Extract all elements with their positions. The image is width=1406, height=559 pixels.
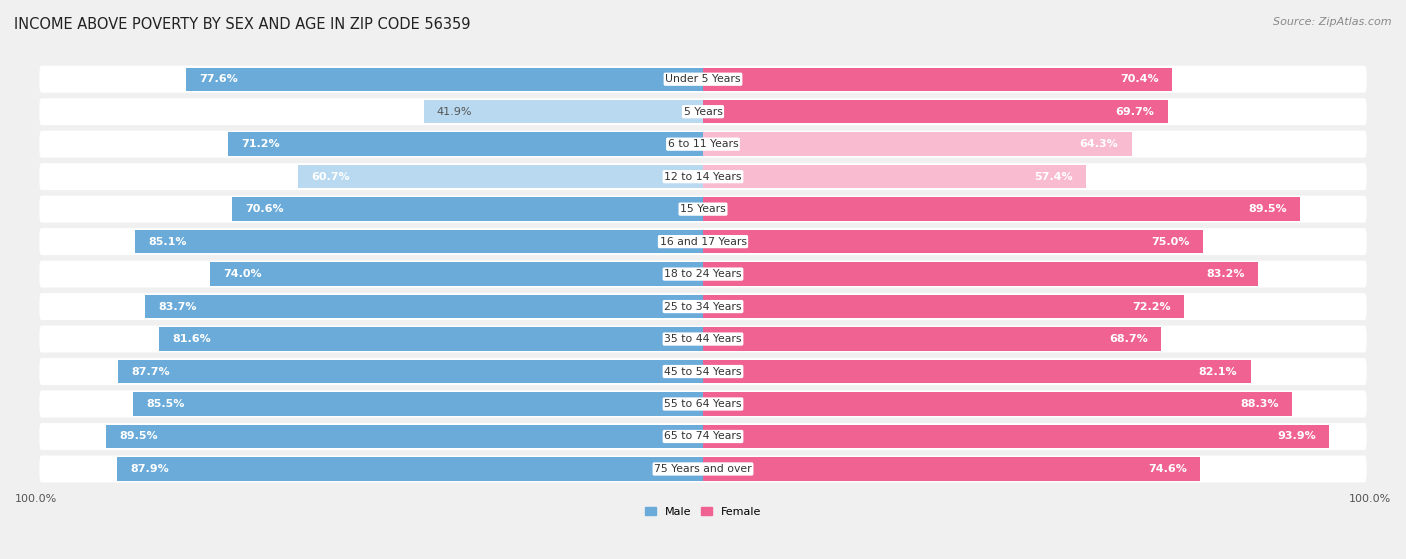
Bar	[703, 197, 1301, 221]
Text: 18 to 24 Years: 18 to 24 Years	[664, 269, 742, 279]
FancyBboxPatch shape	[39, 391, 1367, 418]
Bar	[298, 165, 703, 188]
Bar	[186, 68, 703, 91]
Text: Under 5 Years: Under 5 Years	[665, 74, 741, 84]
Text: 69.7%: 69.7%	[1115, 107, 1154, 117]
Text: 12 to 14 Years: 12 to 14 Years	[664, 172, 742, 182]
Bar	[703, 68, 1173, 91]
Bar	[703, 230, 1204, 253]
Text: 25 to 34 Years: 25 to 34 Years	[664, 301, 742, 311]
Text: 72.2%: 72.2%	[1132, 301, 1171, 311]
Bar	[135, 230, 703, 253]
Bar	[703, 360, 1250, 383]
Text: 65 to 74 Years: 65 to 74 Years	[664, 432, 742, 442]
Bar	[423, 100, 703, 124]
Text: 6 to 11 Years: 6 to 11 Years	[668, 139, 738, 149]
Text: 70.4%: 70.4%	[1121, 74, 1159, 84]
Text: 64.3%: 64.3%	[1080, 139, 1118, 149]
Bar	[118, 360, 703, 383]
FancyBboxPatch shape	[39, 98, 1367, 125]
Text: 85.1%: 85.1%	[149, 236, 187, 247]
Bar	[703, 165, 1085, 188]
Text: INCOME ABOVE POVERTY BY SEX AND AGE IN ZIP CODE 56359: INCOME ABOVE POVERTY BY SEX AND AGE IN Z…	[14, 17, 471, 32]
FancyBboxPatch shape	[39, 358, 1367, 385]
Legend: Male, Female: Male, Female	[641, 503, 765, 522]
Text: 60.7%: 60.7%	[312, 172, 350, 182]
Text: 71.2%: 71.2%	[242, 139, 280, 149]
Bar	[105, 425, 703, 448]
Text: 83.7%: 83.7%	[157, 301, 197, 311]
Text: 35 to 44 Years: 35 to 44 Years	[664, 334, 742, 344]
Bar	[145, 295, 703, 318]
Text: 82.1%: 82.1%	[1198, 367, 1237, 377]
Bar	[703, 295, 1184, 318]
Text: 75 Years and over: 75 Years and over	[654, 464, 752, 474]
Text: 70.6%: 70.6%	[246, 204, 284, 214]
Bar	[703, 100, 1168, 124]
FancyBboxPatch shape	[39, 196, 1367, 222]
Text: 87.7%: 87.7%	[132, 367, 170, 377]
Bar	[209, 262, 703, 286]
Text: 16 and 17 Years: 16 and 17 Years	[659, 236, 747, 247]
Bar	[159, 328, 703, 350]
Text: 45 to 54 Years: 45 to 54 Years	[664, 367, 742, 377]
Text: 93.9%: 93.9%	[1277, 432, 1316, 442]
FancyBboxPatch shape	[39, 228, 1367, 255]
Bar	[703, 328, 1161, 350]
Text: 88.3%: 88.3%	[1240, 399, 1278, 409]
Bar	[132, 392, 703, 416]
Text: 5 Years: 5 Years	[683, 107, 723, 117]
Text: 15 Years: 15 Years	[681, 204, 725, 214]
FancyBboxPatch shape	[39, 423, 1367, 450]
Text: 74.0%: 74.0%	[222, 269, 262, 279]
Text: 87.9%: 87.9%	[131, 464, 169, 474]
Text: Source: ZipAtlas.com: Source: ZipAtlas.com	[1274, 17, 1392, 27]
FancyBboxPatch shape	[39, 456, 1367, 482]
Bar	[703, 457, 1201, 481]
Text: 85.5%: 85.5%	[146, 399, 184, 409]
FancyBboxPatch shape	[39, 131, 1367, 158]
Bar	[703, 392, 1292, 416]
Bar	[703, 425, 1329, 448]
FancyBboxPatch shape	[39, 66, 1367, 93]
Text: 81.6%: 81.6%	[172, 334, 211, 344]
Text: 41.9%: 41.9%	[437, 107, 472, 117]
Bar	[228, 132, 703, 156]
Text: 83.2%: 83.2%	[1206, 269, 1244, 279]
FancyBboxPatch shape	[39, 163, 1367, 190]
Text: 68.7%: 68.7%	[1109, 334, 1147, 344]
Bar	[117, 457, 703, 481]
Bar	[703, 262, 1258, 286]
Text: 89.5%: 89.5%	[120, 432, 157, 442]
Text: 75.0%: 75.0%	[1152, 236, 1189, 247]
Text: 74.6%: 74.6%	[1149, 464, 1187, 474]
FancyBboxPatch shape	[39, 260, 1367, 287]
Text: 57.4%: 57.4%	[1033, 172, 1073, 182]
FancyBboxPatch shape	[39, 325, 1367, 353]
FancyBboxPatch shape	[39, 293, 1367, 320]
Text: 77.6%: 77.6%	[198, 74, 238, 84]
Text: 89.5%: 89.5%	[1249, 204, 1286, 214]
Text: 55 to 64 Years: 55 to 64 Years	[664, 399, 742, 409]
Bar	[232, 197, 703, 221]
Bar	[703, 132, 1132, 156]
